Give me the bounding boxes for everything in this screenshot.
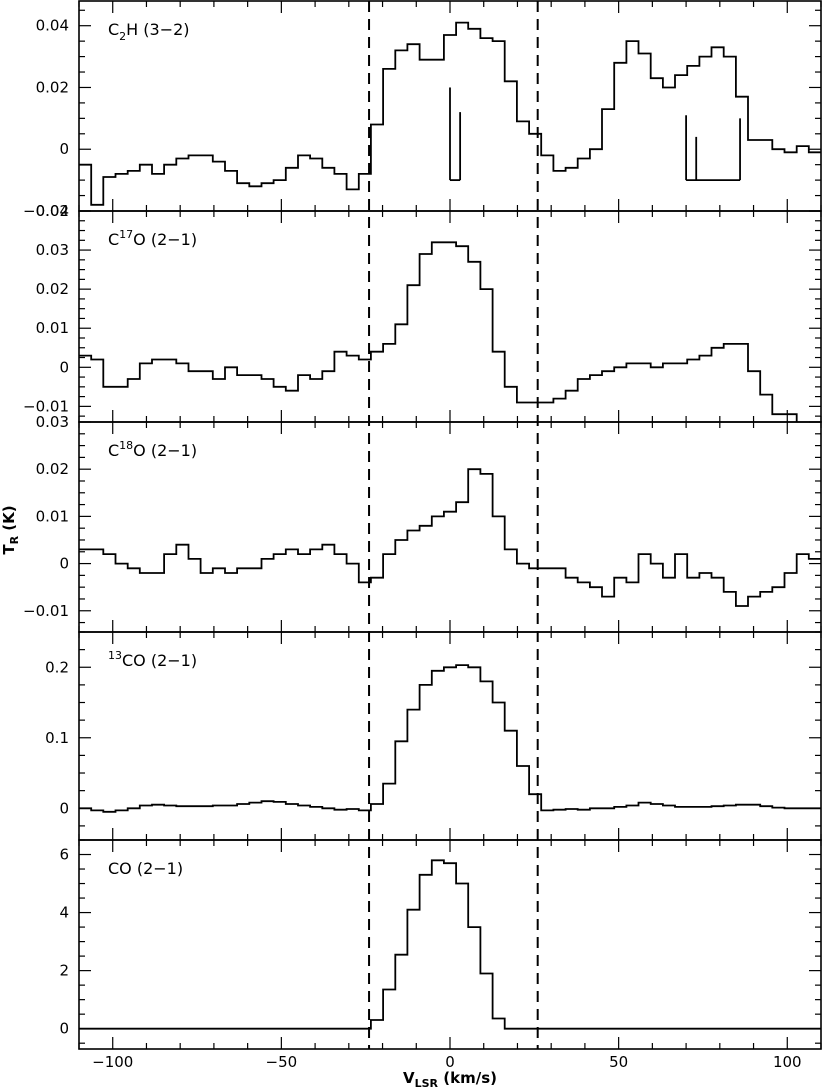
y-tick-label: 0.02 xyxy=(36,78,69,96)
y-tick-label: −0.01 xyxy=(23,397,69,415)
y-tick-label: −0.02 xyxy=(23,202,69,220)
spectrum-line xyxy=(79,241,798,422)
x-axis-title: VLSR (km/s) xyxy=(403,1069,497,1090)
y-tick-label: 0.04 xyxy=(36,17,69,35)
y-tick-label: 0 xyxy=(59,1020,69,1038)
panel-2: −0.01 0 0.01 0.02 0.03 0.04 C17O (2−1) xyxy=(23,202,822,423)
spectrum-line xyxy=(79,21,821,206)
panel-label: CO (2−1) xyxy=(108,859,183,878)
spectrum-line xyxy=(79,859,821,1030)
y-tick-label: 0 xyxy=(59,555,69,573)
panel-1: −0.02 0 0.02 0.04 C2H (3−2) xyxy=(23,0,822,220)
panel-label: C17O (2−1) xyxy=(108,228,197,249)
panel-4: 0 0.1 0.2 13CO (2−1) xyxy=(45,631,822,841)
y-tick-label: 0.03 xyxy=(36,413,69,431)
x-tick-label: 50 xyxy=(609,1053,628,1071)
y-tick-label: −0.01 xyxy=(23,602,69,620)
panel-frame xyxy=(78,839,822,1050)
y-tick-label: 2 xyxy=(59,962,69,980)
y-axis-title: TR (K) xyxy=(0,505,21,554)
y-tick-label: 0.04 xyxy=(36,202,69,220)
spectrum-line xyxy=(79,468,821,607)
x-tick-label: 100 xyxy=(773,1053,802,1071)
y-tick-label: 0 xyxy=(59,799,69,817)
panel-label: C2H (3−2) xyxy=(108,20,190,43)
y-tick-label: 0 xyxy=(59,358,69,376)
panel-label: C18O (2−1) xyxy=(108,439,197,460)
spectrum-line xyxy=(79,664,821,813)
y-tick-label: 0.01 xyxy=(36,319,69,337)
hyperfine-markers xyxy=(449,87,741,182)
y-tick-label: 0.02 xyxy=(36,280,69,298)
y-tick-label: 0.03 xyxy=(36,241,69,259)
y-tick-label: 0.02 xyxy=(36,460,69,478)
panel-label: 13CO (2−1) xyxy=(108,649,197,670)
x-tick-label: −100 xyxy=(92,1053,133,1071)
y-tick-label: 0 xyxy=(59,140,69,158)
y-tick-label: 0.2 xyxy=(45,658,69,676)
y-tick-label: 4 xyxy=(59,904,69,922)
panel-3: −0.01 0 0.01 0.02 0.03 C18O (2−1) xyxy=(23,413,822,633)
panel-5: 0 2 4 6 CO (2−1) xyxy=(59,839,822,1050)
x-tick-label: 0 xyxy=(445,1053,455,1071)
y-tick-label: 0.1 xyxy=(45,729,69,747)
x-tick-label: −50 xyxy=(266,1053,298,1071)
y-tick-label: 6 xyxy=(59,846,69,864)
y-tick-label: 0.01 xyxy=(36,507,69,525)
